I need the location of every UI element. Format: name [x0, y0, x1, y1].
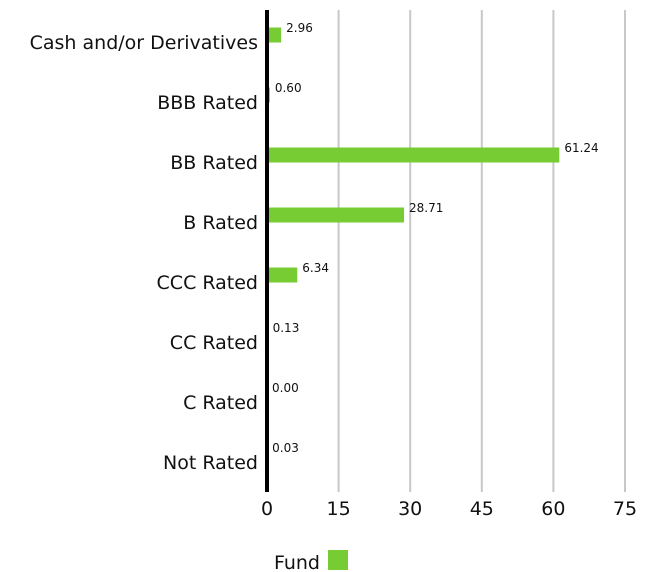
- legend: Fund: [274, 550, 348, 572]
- data-label: 0.03: [272, 441, 299, 455]
- bar: [267, 147, 560, 163]
- bar: [267, 27, 282, 43]
- x-tick-label: 45: [470, 498, 494, 520]
- data-label: 2.96: [286, 21, 313, 35]
- x-tick-label: 75: [613, 498, 637, 520]
- data-label: 0.60: [275, 81, 302, 95]
- category-labels: Cash and/or Derivatives BBB Rated BB Rated…: [30, 32, 258, 474]
- data-label: 28.71: [409, 201, 443, 215]
- legend-label-fund: Fund: [274, 552, 320, 572]
- category-label: Not Rated: [163, 452, 258, 474]
- data-label: 61.24: [564, 141, 598, 155]
- x-tick-label: 30: [398, 498, 422, 520]
- category-label: B Rated: [183, 212, 258, 234]
- legend-swatch-fund: [328, 550, 348, 570]
- data-labels: 2.96 0.60 61.24 28.71 6.34 0.13 0.00 0.03: [272, 21, 599, 455]
- bars: [267, 27, 560, 463]
- data-label: 6.34: [302, 261, 329, 275]
- category-label: BB Rated: [170, 152, 258, 174]
- gridlines: [337, 10, 626, 492]
- category-label: CC Rated: [170, 332, 258, 354]
- data-label: 0.13: [273, 321, 300, 335]
- x-tick-label: 15: [327, 498, 351, 520]
- x-tick-label: 60: [541, 498, 565, 520]
- category-label: BBB Rated: [157, 92, 258, 114]
- x-tick-label: 0: [261, 498, 273, 520]
- bar: [267, 267, 298, 283]
- category-label: C Rated: [183, 392, 258, 414]
- x-tick-labels: 0 15 30 45 60 75: [261, 498, 637, 520]
- bar: [267, 207, 405, 223]
- category-label: Cash and/or Derivatives: [30, 32, 258, 54]
- data-label: 0.00: [272, 381, 299, 395]
- category-label: CCC Rated: [157, 272, 258, 294]
